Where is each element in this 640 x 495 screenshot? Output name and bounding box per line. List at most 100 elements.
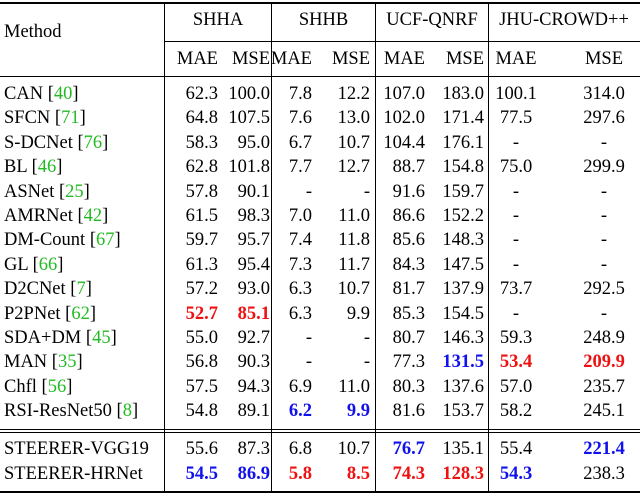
method-label: SDA+DM xyxy=(4,328,82,348)
table-cell: 11.8 xyxy=(338,230,370,250)
table-cell: 10.7 xyxy=(337,279,370,299)
citation-link[interactable]: 66 xyxy=(38,255,58,275)
table-cell: 74.3 xyxy=(392,464,425,484)
table-cell: 107.5 xyxy=(228,108,270,128)
table-cell: 9.9 xyxy=(346,401,370,421)
table-cell: 54.3 xyxy=(499,464,533,484)
citation-link[interactable]: 40 xyxy=(53,84,73,104)
table-cell: - xyxy=(512,182,520,202)
citation-link[interactable]: 46 xyxy=(37,157,57,177)
table-cell: 131.5 xyxy=(442,352,484,372)
table-cell: 86.6 xyxy=(392,206,425,226)
citation-link[interactable]: 45 xyxy=(92,328,111,348)
table-cell: 6.7 xyxy=(288,133,312,153)
table-cell: 59.3 xyxy=(499,328,533,348)
method-name: AMRNet [42] xyxy=(4,206,109,226)
table-cell: 61.3 xyxy=(185,255,218,275)
metric-header: MAE xyxy=(495,49,537,69)
method-label: D2CNet xyxy=(4,279,66,299)
table-cell: - xyxy=(600,133,608,153)
method-name: DM-Count [67] xyxy=(4,230,121,250)
citation-link[interactable]: 62 xyxy=(71,304,90,324)
method-label: S-DCNet xyxy=(4,133,73,153)
table-cell: 54.8 xyxy=(185,401,218,421)
method-name: D2CNet [7] xyxy=(4,279,92,299)
table-cell: 55.6 xyxy=(185,439,218,459)
table-cell: - xyxy=(512,304,520,324)
table-cell: 12.2 xyxy=(337,84,370,104)
table-cell: 76.7 xyxy=(392,439,425,459)
citation-link[interactable]: 42 xyxy=(83,206,103,226)
table-cell: 10.7 xyxy=(337,439,370,459)
table-cell: 11.0 xyxy=(338,377,370,397)
table-cell: - xyxy=(512,206,520,226)
vline-method xyxy=(164,4,165,491)
method-name: STEERER-HRNet xyxy=(4,462,143,486)
table-cell: 8.5 xyxy=(346,464,370,484)
citation-link[interactable]: 76 xyxy=(83,133,103,153)
table-cell: - xyxy=(512,133,520,153)
table-cell: - xyxy=(363,328,370,348)
table-cell: 85.1 xyxy=(237,304,270,324)
citation-link[interactable]: 35 xyxy=(57,352,77,372)
table-cell: 6.9 xyxy=(288,377,312,397)
citation-link[interactable]: 25 xyxy=(65,182,84,202)
table-cell: - xyxy=(512,255,520,275)
table-cell: 12.7 xyxy=(337,157,370,177)
metric-header: MAE xyxy=(176,49,218,69)
table-cell: 7.0 xyxy=(288,206,312,226)
table-cell: 80.7 xyxy=(392,328,425,348)
metric-header: MSE xyxy=(584,49,624,69)
table-cell: 56.8 xyxy=(185,352,218,372)
table-cell: 13.0 xyxy=(337,108,370,128)
table-cell: 101.8 xyxy=(228,157,270,177)
table-cell: 89.1 xyxy=(237,401,270,421)
table-cell: 248.9 xyxy=(583,328,625,348)
table-cell: 64.8 xyxy=(185,108,218,128)
method-name: ASNet [25] xyxy=(4,182,90,202)
table-cell: 80.3 xyxy=(392,377,425,397)
citation-link[interactable]: 71 xyxy=(61,108,80,128)
table-cell: 59.7 xyxy=(185,230,218,250)
table-cell: - xyxy=(600,206,608,226)
table-cell: 7.8 xyxy=(288,84,312,104)
group-shhb: SHHB xyxy=(298,10,349,30)
table-cell: 128.3 xyxy=(442,464,484,484)
table-cell: 209.9 xyxy=(583,352,625,372)
table-cell: - xyxy=(600,304,608,324)
table-cell: 238.3 xyxy=(583,464,625,484)
table-cell: 152.2 xyxy=(442,206,484,226)
citation-link[interactable]: 8 xyxy=(122,401,132,421)
table-cell: 6.2 xyxy=(288,401,312,421)
metric-header: MAE xyxy=(383,49,425,69)
table-cell: 7.4 xyxy=(288,230,312,250)
table-cell: 57.2 xyxy=(185,279,218,299)
table-cell: - xyxy=(512,230,520,250)
table-cell: 146.3 xyxy=(442,328,484,348)
table-cell: 81.7 xyxy=(392,279,425,299)
table-cell: 292.5 xyxy=(583,279,625,299)
table-cell: 86.9 xyxy=(237,464,270,484)
table-cell: 53.4 xyxy=(499,352,533,372)
table-cell: 58.3 xyxy=(185,133,218,153)
method-label: BL xyxy=(4,157,27,177)
table-cell: 107.0 xyxy=(383,84,425,104)
citation-link[interactable]: 56 xyxy=(47,377,67,397)
table-cell: 245.1 xyxy=(583,401,625,421)
table-cell: 77.3 xyxy=(392,352,425,372)
table-cell: 55.0 xyxy=(185,328,218,348)
citation-link[interactable]: 7 xyxy=(76,279,86,299)
method-header: Method xyxy=(4,22,62,42)
citation-link[interactable]: 67 xyxy=(96,230,115,250)
table-cell: 183.0 xyxy=(442,84,484,104)
table-cell: - xyxy=(600,255,608,275)
method-label: P2PNet xyxy=(4,304,61,324)
table-cell: 95.0 xyxy=(237,133,270,153)
table-cell: 73.7 xyxy=(499,279,533,299)
table-cell: 91.6 xyxy=(392,182,425,202)
method-label: STEERER-HRNet xyxy=(4,464,143,484)
table-cell: 87.3 xyxy=(237,439,270,459)
metric-header: MSE xyxy=(331,49,370,69)
table-cell: 85.3 xyxy=(392,304,425,324)
table-cell: 55.4 xyxy=(499,439,533,459)
